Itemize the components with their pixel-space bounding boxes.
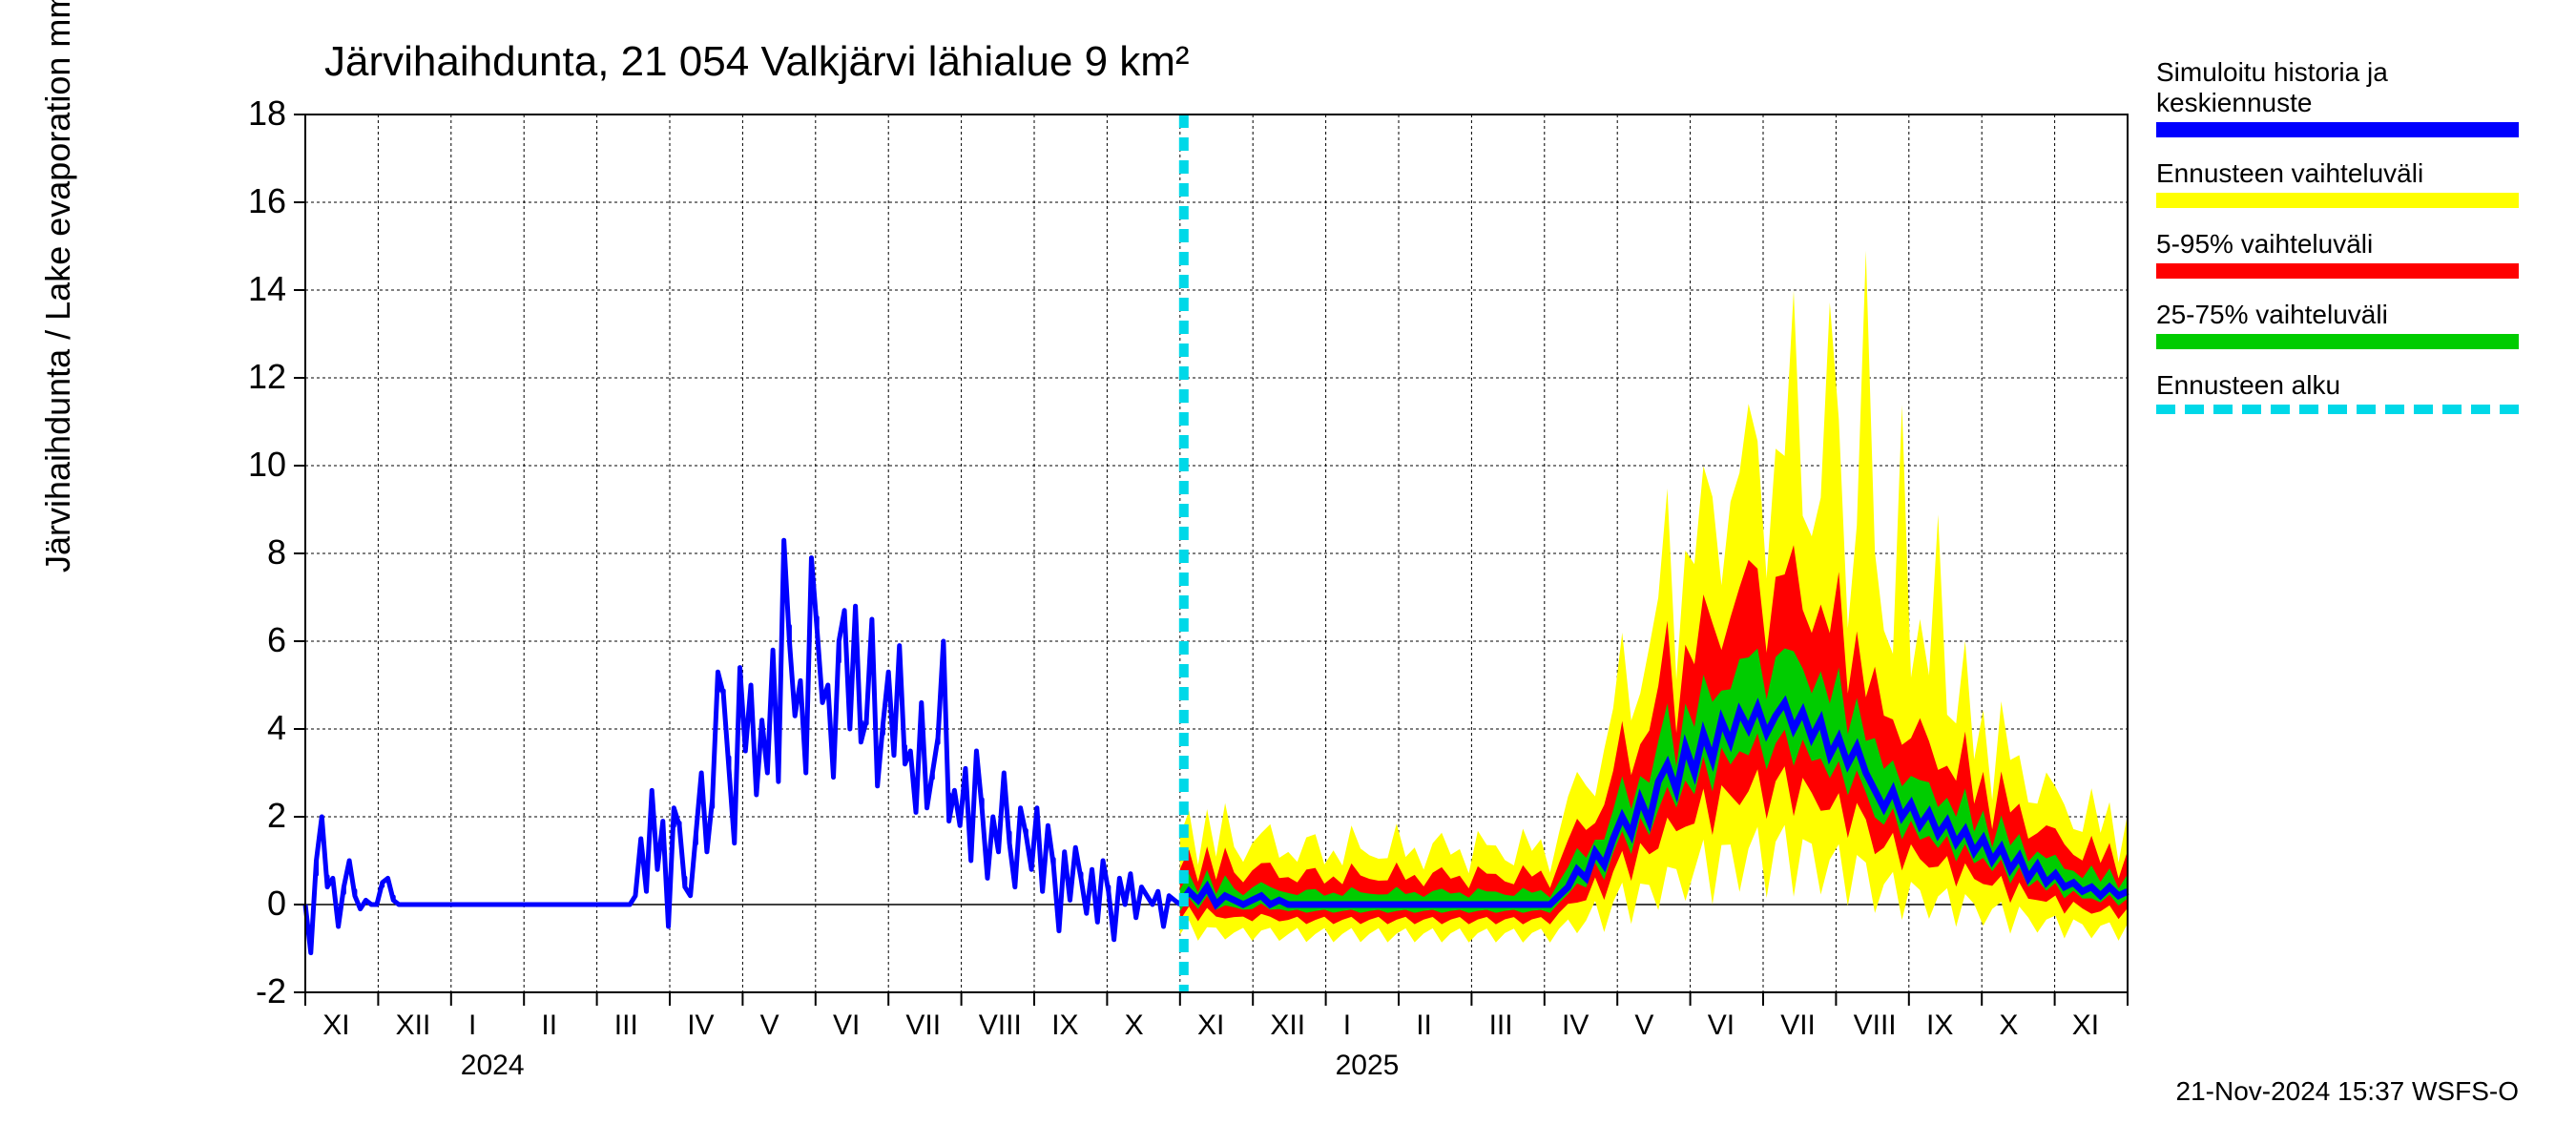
xtick-month: IV (1562, 1010, 1589, 1042)
xtick-month: VII (905, 1010, 941, 1042)
xtick-month: VIII (1854, 1010, 1897, 1042)
legend-sim: Simuloitu historia ja keskiennuste (2156, 57, 2519, 118)
ytick-label: 10 (210, 445, 286, 485)
legend-25-75: 25-75% vaihteluväli (2156, 300, 2519, 330)
legend-range-full: Ennusteen vaihteluväli (2156, 158, 2519, 189)
xtick-month: IX (1051, 1010, 1078, 1042)
xtick-month: V (1634, 1010, 1653, 1042)
legend-swatch-blue (2156, 122, 2519, 137)
ytick-label: 0 (210, 884, 286, 924)
y-axis-label: Järvihaihdunta / Lake evaporation mm/d (38, 0, 78, 572)
xtick-month: XI (2072, 1010, 2099, 1042)
ytick-label: 18 (210, 94, 286, 134)
xtick-year: 2024 (461, 1050, 525, 1082)
xtick-month: XI (322, 1010, 349, 1042)
xtick-month: V (760, 1010, 779, 1042)
xtick-month: VIII (979, 1010, 1022, 1042)
ytick-label: -2 (210, 971, 286, 1011)
legend-swatch-cyan (2156, 405, 2519, 414)
ytick-label: 8 (210, 532, 286, 572)
legend-swatch-yellow (2156, 193, 2519, 208)
chart-title: Järvihaihdunta, 21 054 Valkjärvi lähialu… (324, 38, 1190, 86)
xtick-month: XII (396, 1010, 431, 1042)
xtick-month: II (1416, 1010, 1432, 1042)
xtick-month: X (1125, 1010, 1144, 1042)
xtick-month: III (614, 1010, 638, 1042)
xtick-month: VI (833, 1010, 860, 1042)
ytick-label: 14 (210, 269, 286, 309)
ytick-label: 12 (210, 357, 286, 397)
legend-swatch-green (2156, 334, 2519, 349)
xtick-month: I (468, 1010, 476, 1042)
xtick-month: IV (687, 1010, 714, 1042)
xtick-month: X (1999, 1010, 2018, 1042)
xtick-month: VI (1708, 1010, 1735, 1042)
timestamp: 21-Nov-2024 15:37 WSFS-O (2176, 1076, 2520, 1107)
legend-swatch-red (2156, 263, 2519, 279)
xtick-month: XI (1197, 1010, 1224, 1042)
xtick-year: 2025 (1336, 1050, 1400, 1082)
ytick-label: 16 (210, 181, 286, 221)
xtick-month: III (1489, 1010, 1513, 1042)
xtick-month: VII (1780, 1010, 1816, 1042)
ytick-label: 4 (210, 708, 286, 748)
legend-forecast-start: Ennusteen alku (2156, 370, 2519, 401)
xtick-month: IX (1926, 1010, 1953, 1042)
ytick-label: 2 (210, 796, 286, 836)
xtick-month: II (541, 1010, 557, 1042)
legend: Simuloitu historia ja keskiennuste Ennus… (2156, 57, 2519, 435)
ytick-label: 6 (210, 620, 286, 660)
legend-5-95: 5-95% vaihteluväli (2156, 229, 2519, 260)
xtick-month: XII (1270, 1010, 1305, 1042)
xtick-month: I (1343, 1010, 1351, 1042)
